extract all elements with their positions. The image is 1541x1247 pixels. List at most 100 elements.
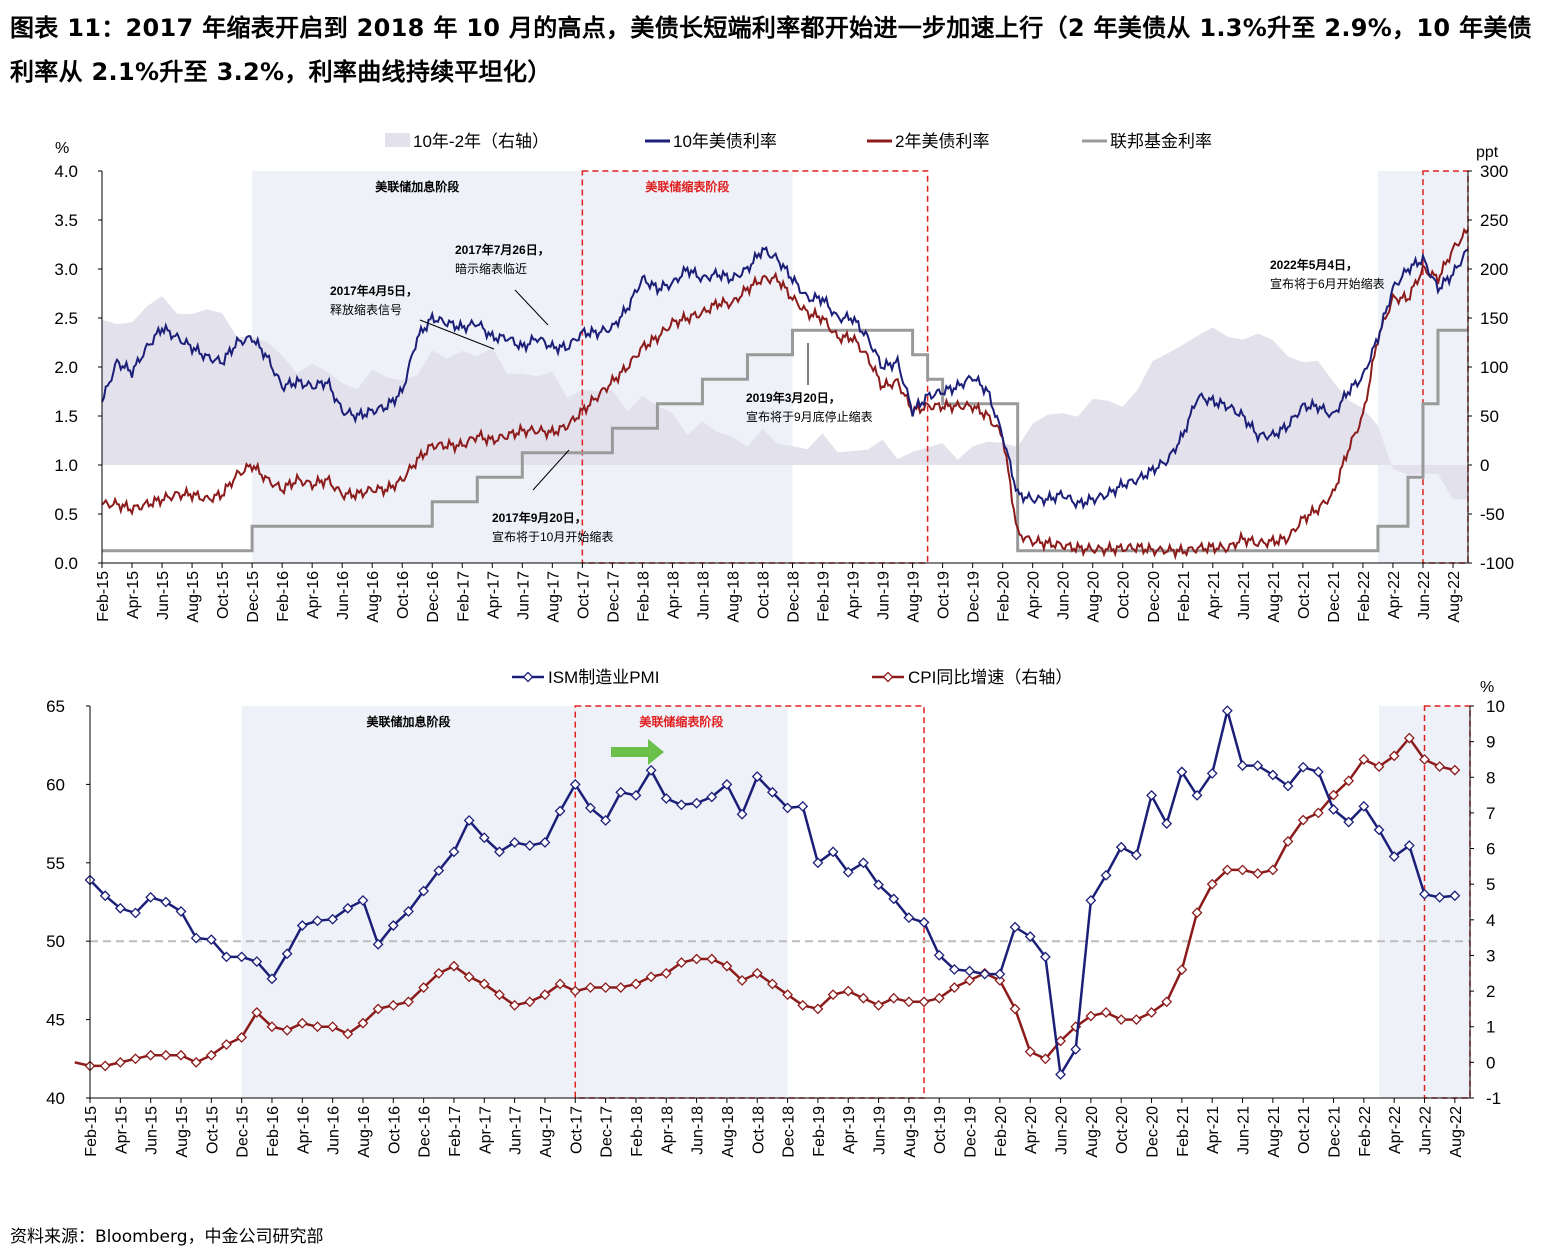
annotation-text-0: 释放缩表信号	[330, 302, 402, 317]
annotation-date-3: 2019年3月20日，	[746, 390, 841, 405]
series-marker-0	[418, 885, 430, 897]
x-tick-label: Apr-18	[659, 1106, 676, 1154]
series-marker-1	[1312, 807, 1324, 819]
annotation-date-1: 2017年7月26日，	[455, 242, 550, 257]
series-marker-1	[888, 992, 900, 1004]
y-right-tick-label: 4	[1486, 911, 1495, 930]
series-marker-0	[797, 800, 809, 812]
x-tick-label: Feb-15	[95, 571, 112, 622]
series-marker-1	[1085, 1010, 1097, 1022]
series-marker-1	[1055, 1035, 1066, 1047]
series-marker-0	[964, 965, 975, 977]
series-marker-0	[645, 764, 657, 776]
y-right-tick-label: 1	[1486, 1018, 1495, 1037]
phase-label-1: 美联储缩表阶段	[639, 714, 724, 729]
x-tick-label: Feb-20	[993, 1106, 1010, 1157]
phase-label-0: 美联储加息阶段	[375, 179, 460, 194]
x-tick-label: Apr-16	[305, 571, 322, 619]
x-tick-label: Dec-18	[781, 1106, 798, 1158]
x-tick-label: Feb-18	[629, 1106, 646, 1157]
y-left-tick-label: 40	[46, 1089, 65, 1108]
annotation-text-1: 暗示缩表临近	[455, 261, 527, 276]
series-marker-0	[236, 951, 248, 963]
x-tick-label: Jun-20	[1054, 1106, 1071, 1155]
y-right-tick-label: 0	[1486, 1053, 1495, 1072]
series-marker-0	[296, 920, 308, 931]
x-tick-label: Feb-22	[1357, 1106, 1374, 1157]
y-left-tick-label: 65	[46, 697, 65, 716]
x-tick-label: Dec-20	[1146, 571, 1163, 623]
y-right-tick-label: 200	[1480, 260, 1508, 279]
y-left-tick-label: 0.0	[54, 554, 78, 573]
source-note: 资料来源：Bloomberg，中金公司研究部	[10, 1227, 324, 1247]
annotation-text-4: 宣布将于6月开始缩表	[1270, 276, 1385, 291]
series-marker-0	[1176, 766, 1188, 778]
y-right-tick-label: 5	[1486, 875, 1495, 894]
series-marker-0	[857, 857, 869, 869]
series-marker-0	[873, 879, 884, 891]
series-marker-0	[660, 793, 672, 804]
series-marker-1	[463, 971, 475, 983]
y-left-tick-label: 50	[46, 932, 65, 951]
y-left-tick-label: 0.5	[54, 505, 78, 524]
series-marker-0	[706, 791, 718, 803]
series-marker-1	[448, 960, 460, 972]
series-marker-0	[1403, 840, 1415, 851]
x-tick-label: Dec-16	[417, 1106, 434, 1158]
series-marker-1	[615, 982, 627, 993]
series-marker-1	[251, 1007, 263, 1018]
y-left-tick-label: 4.0	[54, 162, 78, 181]
series-marker-1	[296, 1017, 308, 1029]
series-marker-1	[114, 1056, 126, 1068]
series-marker-0	[175, 905, 187, 917]
series-marker-1	[433, 967, 445, 979]
series-marker-1	[418, 982, 430, 993]
y-right-tick-label: 10	[1486, 697, 1505, 716]
y-right-unit: %	[1480, 679, 1494, 696]
series-marker-0	[130, 907, 141, 919]
series-marker-0	[190, 932, 202, 944]
series-marker-0	[736, 808, 748, 820]
x-tick-label: Dec-17	[599, 1106, 616, 1158]
annotation-date-4: 2022年5月4日，	[1270, 257, 1358, 272]
series-marker-0	[782, 802, 794, 814]
series-marker-1	[736, 974, 748, 986]
x-tick-label: Aug-16	[365, 571, 382, 623]
series-marker-0	[1009, 921, 1021, 933]
series-marker-1	[145, 1049, 157, 1061]
series-marker-1	[660, 967, 672, 979]
y-right-tick-label: 250	[1480, 211, 1508, 230]
series-marker-0	[1237, 760, 1248, 772]
x-tick-label: Oct-19	[936, 571, 953, 619]
x-tick-label: Dec-21	[1327, 1106, 1344, 1158]
phase-label-0: 美联储加息阶段	[366, 714, 451, 729]
series-marker-1	[190, 1056, 202, 1068]
series-marker-1	[1100, 1007, 1112, 1018]
x-tick-label: Jun-15	[155, 571, 172, 620]
x-tick-label: Jun-22	[1418, 1106, 1435, 1155]
x-tick-label: Apr-17	[485, 571, 502, 619]
x-tick-label: Feb-20	[996, 571, 1013, 622]
x-tick-label: Aug-15	[185, 571, 202, 623]
x-tick-label: Feb-15	[83, 1106, 100, 1157]
series-marker-1	[1130, 1014, 1142, 1026]
series-marker-1	[524, 996, 536, 1008]
x-tick-label: Jun-18	[695, 571, 712, 620]
y-right-tick-label: -50	[1480, 505, 1505, 524]
series-marker-0	[1206, 768, 1218, 779]
series-marker-0	[1100, 869, 1112, 881]
y-right-tick-label: 7	[1486, 804, 1495, 823]
series-marker-0	[1146, 789, 1157, 801]
series-marker-1	[903, 996, 915, 1008]
series-marker-1	[236, 1031, 248, 1043]
series-marker-1	[1403, 732, 1415, 744]
x-tick-label: Oct-17	[575, 571, 592, 619]
series-marker-1	[494, 989, 505, 1001]
series-marker-0	[569, 778, 581, 790]
series-marker-1	[1419, 754, 1430, 765]
x-tick-label: Oct-16	[395, 571, 412, 619]
x-tick-label: Dec-17	[605, 571, 622, 623]
x-tick-label: Jun-20	[1056, 571, 1073, 620]
series-marker-1	[509, 999, 521, 1011]
fed-funds-line	[102, 328, 1468, 553]
